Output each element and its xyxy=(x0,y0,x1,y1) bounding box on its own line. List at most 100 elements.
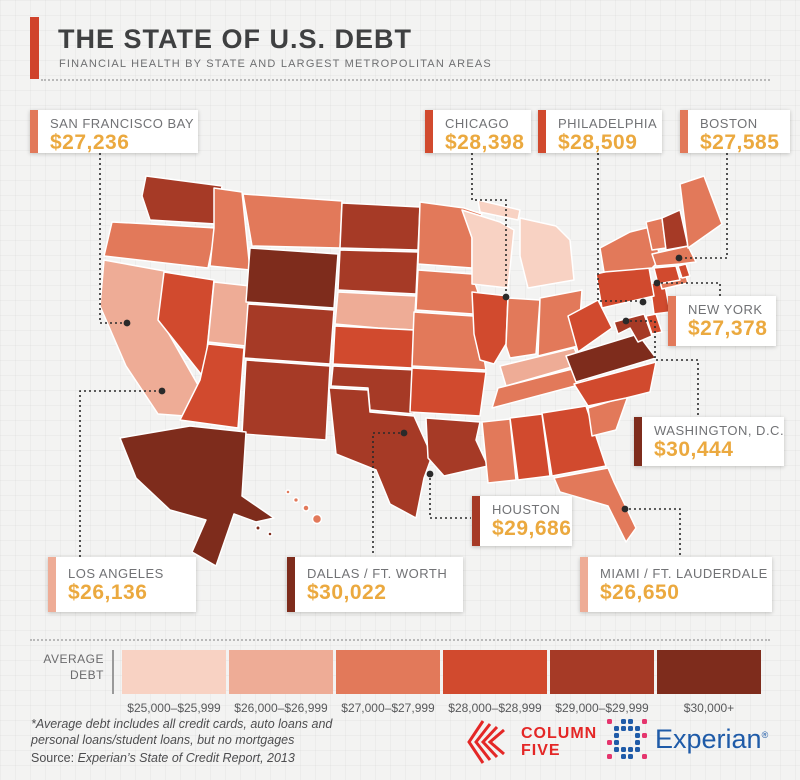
dot-boston xyxy=(675,254,683,262)
callout-city: DALLAS / FT. WORTH xyxy=(307,566,448,581)
callout-accent-bar xyxy=(472,496,480,546)
legend-title-line2: DEBT xyxy=(69,668,104,682)
state-CT xyxy=(653,265,681,285)
legend-swatch xyxy=(550,650,654,694)
callout-accent-bar xyxy=(680,110,688,153)
callout-city: SAN FRANCISCO BAY xyxy=(50,116,195,131)
dot-miami xyxy=(621,505,629,513)
state-IN xyxy=(505,297,541,359)
dot-dallas xyxy=(400,429,408,437)
callout-accent-bar xyxy=(668,296,676,346)
legend-range-label: $25,000–$25,999 xyxy=(127,701,221,715)
state-CO xyxy=(243,303,335,365)
callout-accent-bar xyxy=(287,557,295,612)
state-WV xyxy=(567,299,613,353)
state-RI xyxy=(677,263,691,279)
dot-los-angeles xyxy=(158,387,166,395)
legend-swatch xyxy=(229,650,333,694)
legend-range-label: $28,000–$28,999 xyxy=(448,701,542,715)
callout-city: NEW YORK xyxy=(688,302,763,317)
column-five-wordmark: COLUMN FIVE xyxy=(521,725,597,759)
callout-accent-bar xyxy=(538,110,546,153)
state-TX xyxy=(328,387,433,519)
callout-washington-dc: WASHINGTON, D.C. $30,444 xyxy=(634,417,784,466)
callout-new-york: NEW YORK $27,378 xyxy=(668,296,776,346)
callout-city: CHICAGO xyxy=(445,116,510,131)
footnote: *Average debt includes all credit cards,… xyxy=(31,716,332,748)
legend-item: $29,000–$29,999 xyxy=(550,650,654,715)
callout-city: PHILADELPHIA xyxy=(558,116,658,131)
state-AZ xyxy=(179,343,245,429)
legend-divider xyxy=(30,639,770,641)
dot-houston xyxy=(426,470,434,478)
callout-value: $28,509 xyxy=(558,131,638,154)
state-MS xyxy=(481,418,517,484)
state-DE xyxy=(645,313,663,335)
experian-trademark: ® xyxy=(761,729,769,740)
state-UT xyxy=(207,281,251,347)
state-HI xyxy=(292,496,300,504)
legend-item: $28,000–$28,999 xyxy=(443,650,547,715)
legend-range-label: $26,000–$26,999 xyxy=(234,701,328,715)
state-AK-aleutians xyxy=(267,531,273,537)
legend-title-separator xyxy=(112,650,114,694)
state-NE xyxy=(334,291,417,331)
dot-philadelphia xyxy=(639,298,647,306)
dot-san-francisco xyxy=(123,319,131,327)
header-divider xyxy=(41,79,770,81)
legend-title: AVERAGE DEBT xyxy=(30,651,104,683)
header-accent-bar xyxy=(30,17,39,79)
legend-range-label: $29,000–$29,999 xyxy=(555,701,649,715)
callout-los-angeles: LOS ANGELES $26,136 xyxy=(48,557,196,612)
state-AK xyxy=(119,425,275,567)
dot-new-york xyxy=(653,279,661,287)
state-WY xyxy=(245,247,339,309)
footnote-line1: *Average debt includes all credit cards,… xyxy=(31,717,333,731)
callout-accent-bar xyxy=(634,417,642,466)
state-WA xyxy=(141,175,223,225)
callout-value: $27,236 xyxy=(50,131,130,154)
legend-scale: $25,000–$25,999 $26,000–$26,999 $27,000–… xyxy=(122,650,761,715)
column-five-line2: FIVE xyxy=(521,742,561,759)
experian-logo: Experian® xyxy=(606,718,768,760)
state-AR xyxy=(409,367,487,417)
legend-item: $30,000+ xyxy=(657,650,761,715)
legend-range-label: $27,000–$27,999 xyxy=(341,701,435,715)
callout-value: $27,585 xyxy=(700,131,780,154)
page-title: THE STATE OF U.S. DEBT xyxy=(58,24,413,54)
state-NC xyxy=(573,361,657,407)
state-ME xyxy=(679,175,723,249)
state-ID xyxy=(209,187,251,271)
callout-value: $30,444 xyxy=(654,438,734,461)
callout-boston: BOSTON $27,585 xyxy=(680,110,790,154)
source-label: Source: xyxy=(31,751,75,765)
state-ND xyxy=(339,202,421,251)
callout-value: $26,650 xyxy=(600,581,680,604)
callout-value: $29,686 xyxy=(492,517,572,540)
callout-value: $30,022 xyxy=(307,581,387,604)
legend-title-line1: AVERAGE xyxy=(43,652,104,666)
dot-chicago xyxy=(502,293,510,301)
state-OR xyxy=(103,221,217,269)
state-LA xyxy=(425,417,489,477)
dot-washington-dc xyxy=(622,317,630,325)
callout-accent-bar xyxy=(30,110,38,153)
callout-value: $28,398 xyxy=(445,131,525,154)
column-five-logo: COLUMN FIVE xyxy=(466,716,597,768)
callout-philadelphia: PHILADELPHIA $28,509 xyxy=(538,110,662,154)
state-WI xyxy=(461,209,515,289)
callout-value: $26,136 xyxy=(68,581,148,604)
state-HI xyxy=(285,489,291,495)
callout-miami: MIAMI / FT. LAUDERDALE $26,650 xyxy=(580,557,772,612)
state-HI xyxy=(311,513,323,525)
state-IA xyxy=(415,269,481,315)
callout-dallas: DALLAS / FT. WORTH $30,022 xyxy=(287,557,463,612)
state-SD xyxy=(337,249,419,295)
callout-city: HOUSTON xyxy=(492,502,561,517)
callout-chicago: CHICAGO $28,398 xyxy=(425,110,531,154)
callout-city: BOSTON xyxy=(700,116,758,131)
legend-item: $26,000–$26,999 xyxy=(229,650,333,715)
state-AL xyxy=(509,413,551,481)
